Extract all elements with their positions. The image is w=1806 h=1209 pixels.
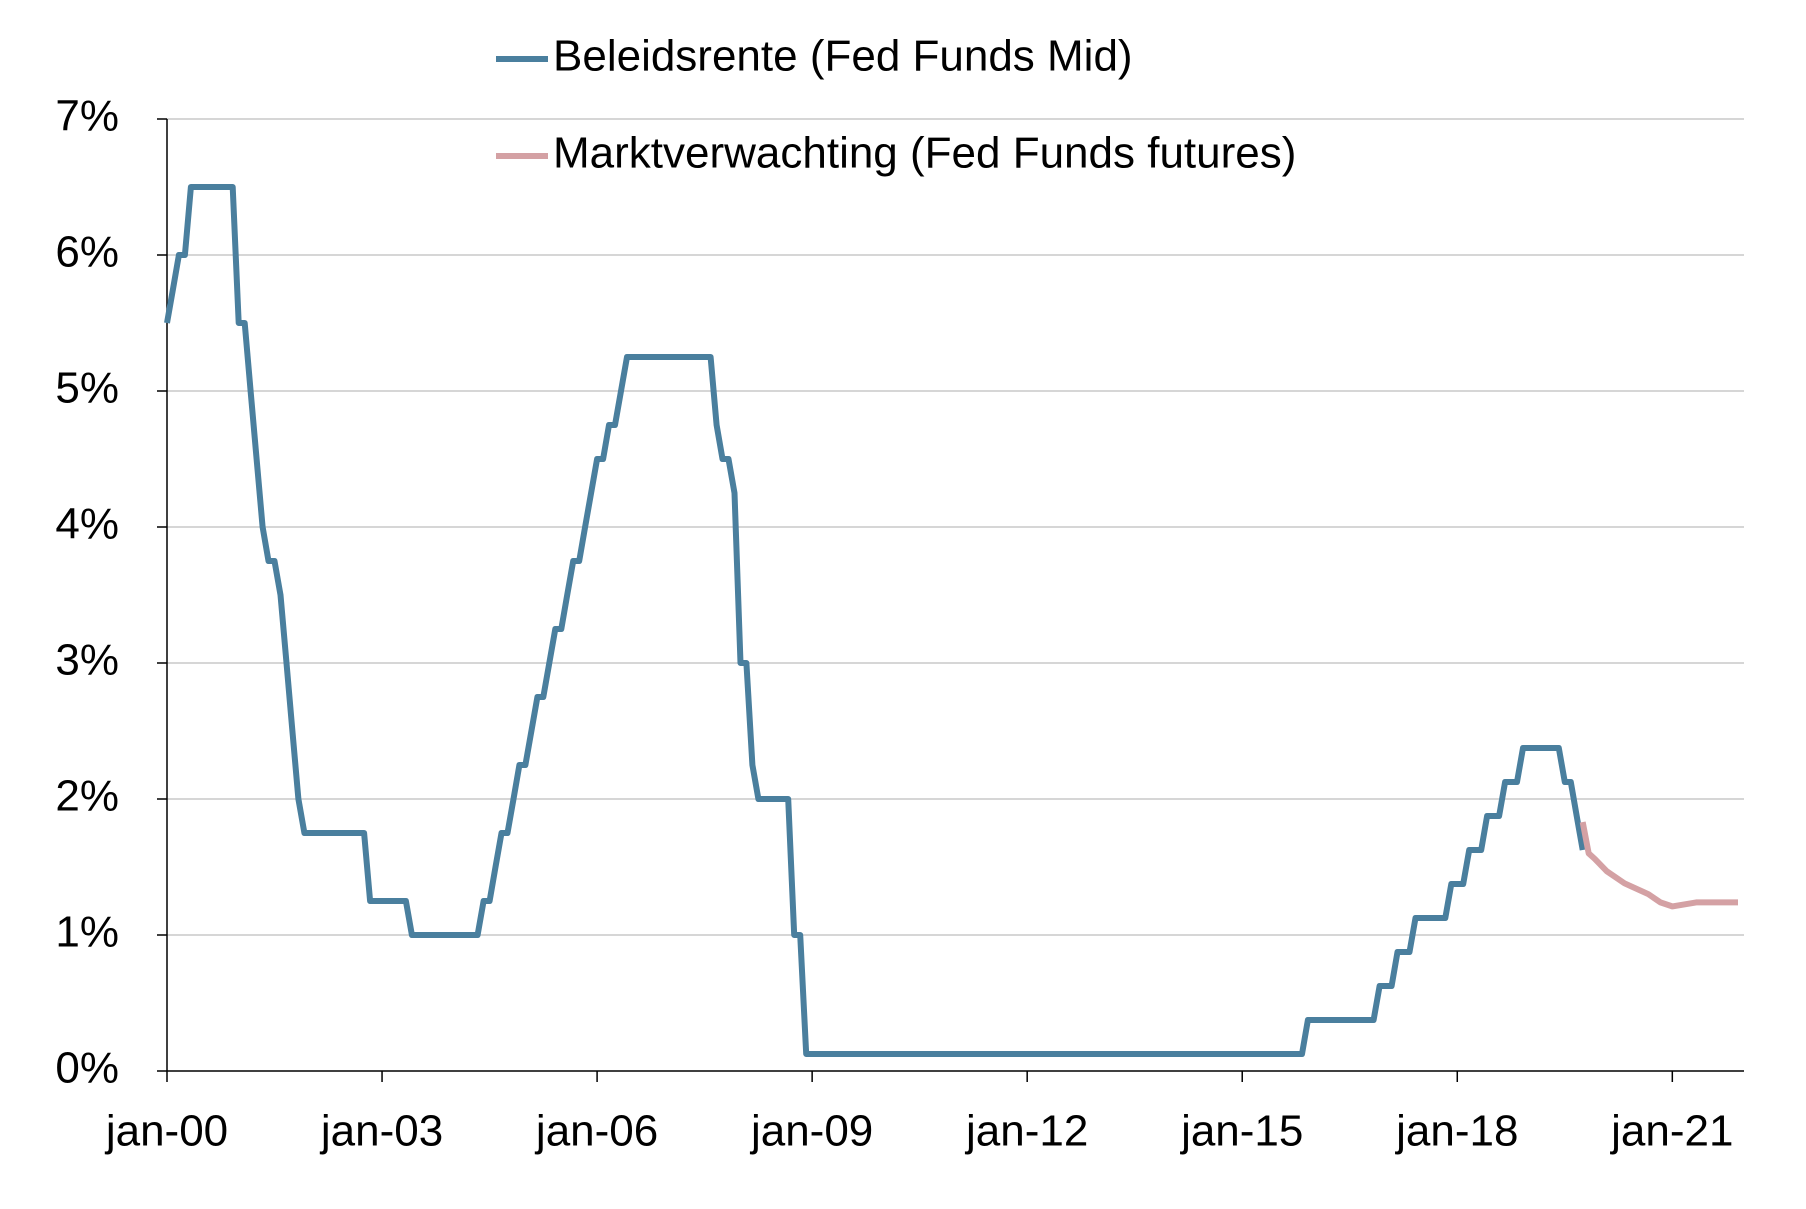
x-tick-label: jan-00 xyxy=(104,1107,228,1156)
legend-label: Beleidsrente (Fed Funds Mid) xyxy=(553,32,1133,81)
y-tick-label: 4% xyxy=(55,500,119,549)
x-tick-label: jan-03 xyxy=(319,1107,443,1156)
x-tick-label: jan-09 xyxy=(749,1107,873,1156)
legend-label: Marktverwachting (Fed Funds futures) xyxy=(553,129,1296,178)
series-line xyxy=(1579,821,1738,910)
y-tick-label: 6% xyxy=(55,228,119,277)
y-tick-label: 7% xyxy=(55,92,119,141)
x-tick-label: jan-06 xyxy=(534,1107,658,1156)
y-tick-label: 0% xyxy=(55,1044,119,1093)
series-line xyxy=(164,184,1586,1057)
y-tick-label: 1% xyxy=(55,908,119,957)
y-tick-label: 2% xyxy=(55,772,119,821)
x-tick-label: jan-18 xyxy=(1394,1107,1518,1156)
y-tick-label: 3% xyxy=(55,636,119,685)
x-tick-label: jan-15 xyxy=(1179,1107,1303,1156)
y-tick-label: 5% xyxy=(55,364,119,413)
x-tick-label: jan-21 xyxy=(1609,1107,1733,1156)
x-tick-label: jan-12 xyxy=(964,1107,1088,1156)
